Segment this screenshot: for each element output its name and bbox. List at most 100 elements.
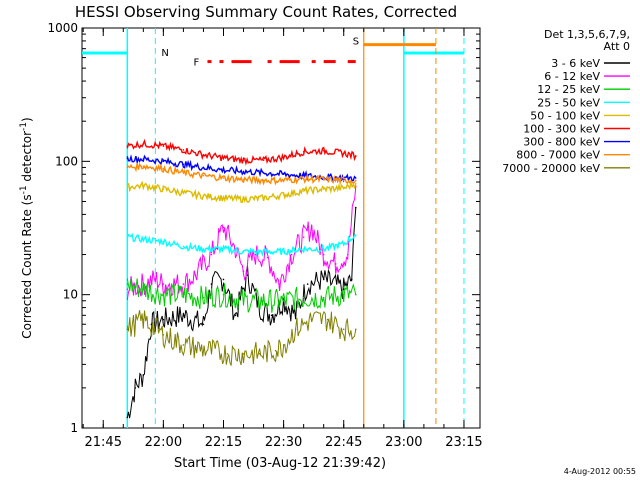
series-point-2: [182, 283, 185, 285]
series-point-9: [274, 349, 277, 352]
x-tick-label: 21:45: [85, 435, 122, 450]
series-point-3: [354, 293, 357, 296]
series-point-9: [294, 328, 297, 331]
series-point-6: [322, 149, 325, 152]
y-tick-label: 1: [70, 421, 78, 435]
series-point-1: [342, 288, 345, 290]
series-point-9: [354, 328, 357, 331]
series-point-4: [126, 236, 129, 238]
legend-header-1: Det 1,3,5,6,7,9,: [544, 28, 630, 41]
series-point-5: [182, 192, 185, 194]
series-point-2: [222, 226, 225, 229]
x-axis-label: Start Time (03-Aug-12 21:39:42): [174, 456, 386, 471]
series-point-1: [182, 314, 185, 317]
series-point-2: [126, 288, 129, 290]
series-point-6: [354, 155, 357, 157]
series-point-9: [162, 334, 165, 336]
series-point-8: [182, 172, 185, 174]
legend-label-5: 50 - 100 keV: [530, 109, 600, 122]
series-point-7: [126, 157, 129, 160]
legend-label-4: 25 - 50 keV: [537, 96, 600, 109]
series-point-6: [302, 150, 305, 153]
flare-flag-label: F: [193, 58, 199, 69]
series-point-3: [242, 299, 245, 302]
y-tick-label: 100: [55, 154, 78, 168]
series-point-6: [222, 157, 225, 159]
series-point-8: [342, 179, 345, 182]
x-tick-label: 23:00: [385, 435, 422, 450]
series-point-9: [242, 353, 245, 355]
legend-header-2: Att 0: [604, 40, 630, 53]
series-point-5: [302, 190, 305, 192]
series-point-1: [150, 323, 153, 326]
series-point-7: [202, 166, 205, 169]
series-point-2: [266, 256, 269, 259]
series-point-8: [202, 174, 205, 177]
legend-label-3: 12 - 25 keV: [537, 83, 600, 96]
series-point-3: [202, 296, 205, 299]
legend-label-1: 3 - 6 keV: [551, 57, 600, 70]
series-point-3: [302, 296, 305, 299]
series-point-9: [282, 344, 285, 346]
series-point-5: [142, 184, 145, 187]
footer-timestamp: 4-Aug-2012 00:55: [564, 467, 636, 476]
saa-flag-label: S: [353, 37, 359, 48]
series-line-6: [126, 138, 357, 166]
series-point-5: [126, 186, 129, 188]
series-point-2: [162, 283, 165, 285]
series-point-5: [162, 188, 165, 190]
series-point-7: [142, 158, 145, 160]
series-point-3: [342, 293, 345, 296]
series-point-8: [302, 177, 305, 180]
series-point-9: [194, 346, 197, 349]
series-point-7: [302, 174, 305, 177]
series-point-6: [162, 145, 165, 147]
series-point-1: [210, 283, 213, 285]
series-point-8: [262, 179, 265, 182]
series-point-2: [322, 253, 325, 256]
series-point-1: [306, 283, 309, 285]
series-point-7: [222, 169, 225, 171]
series-point-6: [126, 145, 129, 147]
series-point-5: [222, 197, 225, 199]
series-point-2: [334, 263, 337, 265]
series-point-3: [182, 293, 185, 296]
series-point-4: [142, 238, 145, 241]
series-point-1: [234, 314, 237, 317]
series-point-8: [162, 167, 165, 170]
series-point-9: [182, 344, 185, 346]
series-point-4: [182, 245, 185, 248]
series-point-4: [302, 248, 305, 250]
series-point-1: [294, 314, 297, 317]
series-point-7: [262, 172, 265, 174]
series-point-4: [322, 248, 325, 250]
series-point-3: [142, 288, 145, 290]
series-point-1: [202, 323, 205, 326]
series-point-2: [278, 283, 281, 285]
series-point-9: [142, 318, 145, 321]
series-point-2: [290, 253, 293, 256]
series-point-9: [210, 349, 213, 352]
series-line-9: [126, 310, 357, 366]
series-point-9: [342, 328, 345, 331]
series-point-1: [134, 387, 137, 389]
legend-label-8: 800 - 7000 keV: [516, 149, 600, 162]
series-point-4: [222, 248, 225, 250]
series-point-8: [354, 179, 357, 182]
series-point-1: [246, 274, 249, 276]
series-line-2: [126, 186, 357, 300]
series-point-2: [154, 278, 157, 281]
series-point-2: [194, 274, 197, 276]
series-point-9: [226, 353, 229, 355]
series-point-9: [126, 328, 129, 331]
legend-label-6: 100 - 300 keV: [523, 123, 600, 136]
series-point-7: [354, 177, 357, 179]
series-point-6: [202, 153, 205, 156]
plot-area: [81, 27, 481, 429]
series-point-7: [242, 170, 245, 173]
series-point-5: [322, 188, 325, 190]
x-tick-label: 22:30: [265, 435, 302, 450]
x-tick-label: 22:15: [205, 435, 242, 450]
legend-label-7: 300 - 800 keV: [523, 136, 600, 149]
